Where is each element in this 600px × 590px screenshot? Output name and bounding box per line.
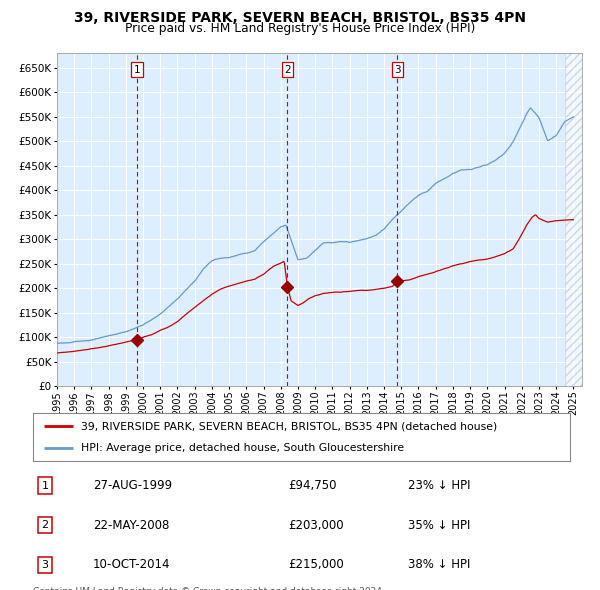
Text: 35% ↓ HPI: 35% ↓ HPI bbox=[408, 519, 470, 532]
Text: 3: 3 bbox=[394, 65, 401, 75]
Text: £94,750: £94,750 bbox=[288, 479, 337, 492]
Text: 22-MAY-2008: 22-MAY-2008 bbox=[93, 519, 169, 532]
Text: 3: 3 bbox=[41, 560, 49, 569]
Text: 27-AUG-1999: 27-AUG-1999 bbox=[93, 479, 172, 492]
Text: 38% ↓ HPI: 38% ↓ HPI bbox=[408, 558, 470, 571]
Text: 2: 2 bbox=[284, 65, 291, 75]
Text: 39, RIVERSIDE PARK, SEVERN BEACH, BRISTOL, BS35 4PN: 39, RIVERSIDE PARK, SEVERN BEACH, BRISTO… bbox=[74, 11, 526, 25]
Text: 2: 2 bbox=[41, 520, 49, 530]
Text: £215,000: £215,000 bbox=[288, 558, 344, 571]
Text: 1: 1 bbox=[41, 481, 49, 490]
Text: 1: 1 bbox=[134, 65, 140, 75]
Text: £203,000: £203,000 bbox=[288, 519, 344, 532]
Text: 10-OCT-2014: 10-OCT-2014 bbox=[93, 558, 170, 571]
Text: 23% ↓ HPI: 23% ↓ HPI bbox=[408, 479, 470, 492]
Text: Contains HM Land Registry data © Crown copyright and database right 2024.: Contains HM Land Registry data © Crown c… bbox=[33, 587, 385, 590]
Text: HPI: Average price, detached house, South Gloucestershire: HPI: Average price, detached house, Sout… bbox=[82, 443, 404, 453]
Text: Price paid vs. HM Land Registry's House Price Index (HPI): Price paid vs. HM Land Registry's House … bbox=[125, 22, 475, 35]
Text: 39, RIVERSIDE PARK, SEVERN BEACH, BRISTOL, BS35 4PN (detached house): 39, RIVERSIDE PARK, SEVERN BEACH, BRISTO… bbox=[82, 421, 497, 431]
